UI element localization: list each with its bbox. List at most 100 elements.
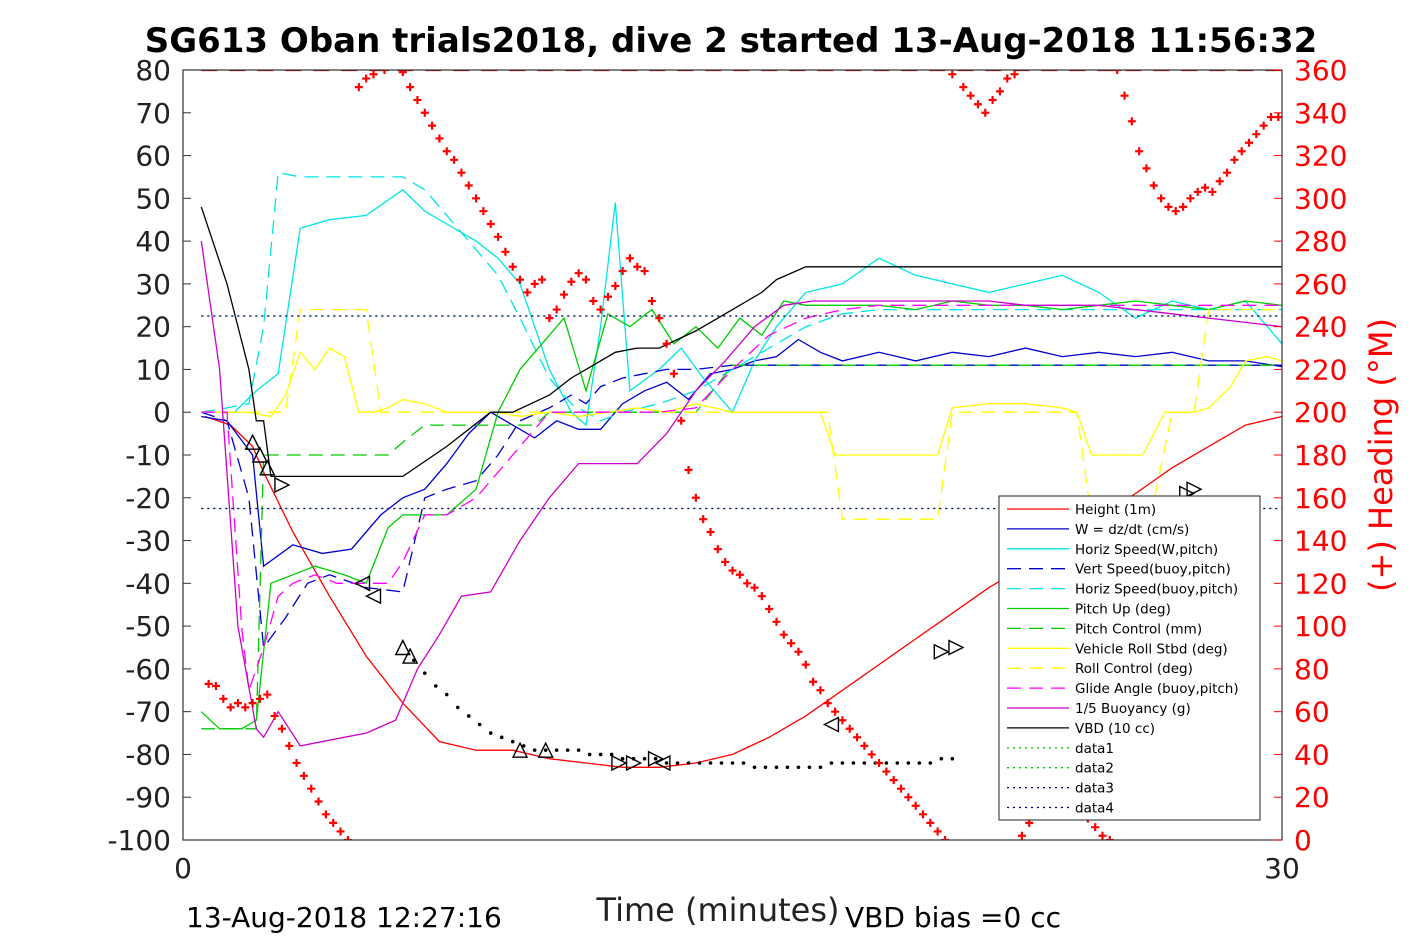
legend-item: W = dz/dt (cm/s) — [1007, 522, 1189, 538]
left-tick-label: -40 — [125, 567, 171, 600]
heading-point — [574, 269, 583, 278]
heading-point — [1098, 831, 1107, 840]
height-dot — [532, 748, 537, 752]
height-dot — [543, 748, 548, 752]
heading-point — [1135, 147, 1144, 156]
heading-point — [233, 699, 242, 708]
footer-timestamp: 13-Aug-2018 12:27:16 — [186, 901, 502, 934]
left-tick-label: 20 — [135, 311, 171, 344]
left-tick-label: -20 — [125, 482, 171, 515]
triangle-marker — [353, 575, 371, 592]
right-tick-label: 340 — [1294, 97, 1347, 130]
height-dot — [664, 761, 669, 765]
heading-point — [552, 305, 561, 314]
triangle-marker — [401, 647, 419, 664]
heading-point — [1230, 155, 1239, 164]
heading-point — [219, 694, 228, 703]
heading-point — [211, 682, 220, 690]
heading-point — [380, 70, 389, 74]
right-tick-label: 0 — [1294, 824, 1312, 857]
heading-point — [472, 194, 481, 203]
left-tick-label: -10 — [125, 439, 171, 472]
heading-point — [398, 70, 407, 77]
height-dot — [774, 765, 779, 770]
left-tick-label: 10 — [135, 353, 171, 386]
heading-point — [1171, 207, 1180, 216]
heading-point — [904, 793, 913, 802]
right-tick-label: 60 — [1294, 696, 1330, 729]
series-layer — [200, 70, 1282, 840]
series-vbd-10-cc — [200, 206, 1282, 478]
legend-label: data3 — [1075, 781, 1114, 797]
heading-point — [845, 724, 854, 733]
heading-point — [772, 617, 781, 626]
height-dot — [697, 761, 702, 765]
legend-label: Glide Angle (buoy,pitch) — [1075, 681, 1239, 697]
heading-point — [464, 181, 473, 190]
right-tick-label: 180 — [1294, 439, 1347, 472]
heading-point — [1193, 187, 1202, 196]
heading-point — [757, 592, 766, 601]
heading-point — [343, 836, 352, 840]
heading-point — [860, 741, 869, 750]
heading-point — [1127, 117, 1136, 126]
height-dot — [785, 765, 790, 770]
heading-point — [838, 716, 847, 725]
right-tick-label: 240 — [1294, 311, 1347, 344]
footer-vbd-bias: VBD bias =0 cc — [845, 901, 1061, 934]
left-tick-label: -90 — [125, 781, 171, 814]
left-tick-label: 30 — [135, 268, 171, 301]
height-dot — [510, 739, 515, 744]
heading-point — [589, 297, 598, 305]
heading-point — [406, 83, 415, 92]
heading-point — [1091, 823, 1100, 832]
legend-label: data2 — [1075, 761, 1114, 777]
height-dot — [939, 756, 944, 761]
heading-point — [940, 836, 949, 840]
right-tick-label: 200 — [1294, 396, 1347, 429]
heading-point — [501, 247, 510, 256]
heading-point — [926, 818, 935, 827]
height-dot — [917, 761, 922, 765]
triangle-marker — [948, 639, 965, 656]
height-dot — [576, 748, 581, 752]
heading-point — [277, 724, 286, 733]
legend-label: 1/5 Buoyancy (g) — [1075, 701, 1191, 717]
heading-point — [966, 91, 975, 100]
legend-label: Vert Speed(buoy,pitch) — [1075, 562, 1231, 578]
left-tick-label: -70 — [125, 696, 171, 729]
heading-point — [918, 810, 927, 819]
legend-item: Pitch Control (mm) — [1007, 621, 1202, 637]
heading-point — [508, 262, 517, 271]
height-dot — [895, 761, 900, 765]
right-tick-label: 40 — [1294, 738, 1330, 771]
heading-point — [1010, 70, 1019, 79]
heading-point — [1208, 187, 1217, 196]
legend-label: Height (1m) — [1075, 502, 1156, 518]
legend-label: Pitch Control (mm) — [1075, 621, 1202, 637]
heading-point — [413, 95, 422, 104]
heading-point — [831, 707, 840, 716]
heading-point — [1120, 91, 1129, 100]
heading-point — [457, 168, 466, 177]
triangle-marker — [611, 754, 628, 772]
height-dot — [433, 684, 438, 688]
series-horiz-speed-buoy-pitch — [201, 171, 1282, 422]
heading-point — [523, 288, 532, 297]
left-tick-label: -80 — [125, 738, 171, 771]
legend-label: data4 — [1075, 801, 1114, 817]
heading-point — [486, 220, 495, 228]
legend-label: W = dz/dt (cm/s) — [1075, 522, 1189, 538]
heading-point — [428, 121, 437, 130]
left-tick-label: -30 — [125, 525, 171, 558]
height-dot — [719, 761, 724, 765]
heading-point — [248, 699, 257, 708]
height-dot — [488, 731, 493, 735]
left-tick-label: 0 — [153, 396, 171, 429]
left-axis: 80 70 60 50 40 30 20 10 0 -10 -20 -30 -40 -50 -60 -70 -8… — [107, 54, 191, 857]
left-tick-label: 80 — [135, 54, 171, 87]
heading-point — [750, 583, 759, 592]
legend-item: Vert Speed(buoy,pitch) — [1007, 562, 1231, 578]
heading-point — [669, 369, 678, 378]
